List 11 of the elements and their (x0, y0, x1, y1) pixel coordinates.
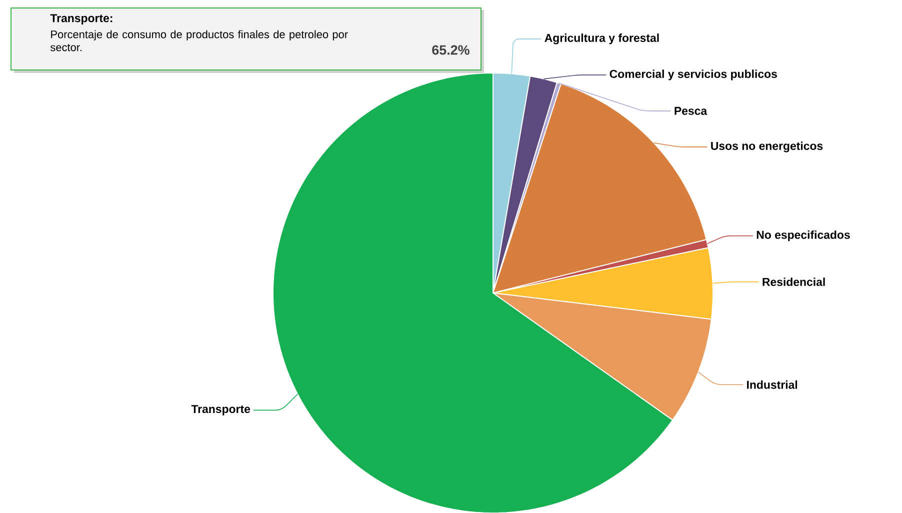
slice-label: No especificados (756, 230, 850, 241)
slice-label: Usos no energeticos (711, 141, 823, 152)
slice-label: Industrial (747, 380, 798, 389)
slice-label: Pesca (674, 106, 708, 115)
slice-label: Agricultura y forestal (544, 33, 659, 44)
slice-label: Residencial (762, 277, 825, 286)
text: Porcentaje de consumo de productos finales de petroleo por sector. (50, 30, 348, 51)
text: Transporte: (50, 14, 112, 24)
slice-label: Comercial y servicios publicos (610, 69, 777, 80)
slice-label: Transporte (191, 404, 250, 416)
text: 65.2% (432, 45, 470, 55)
